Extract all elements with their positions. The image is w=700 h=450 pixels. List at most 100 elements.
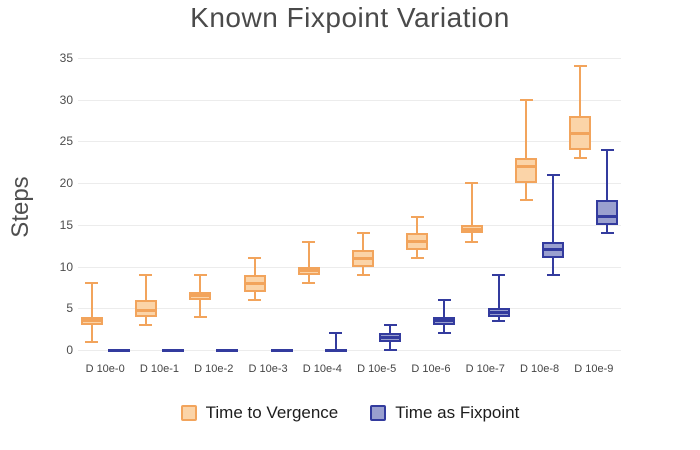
whisker-cap: [139, 323, 153, 326]
box-collapsed[interactable]: [324, 348, 347, 352]
legend-swatch-purple-icon: [370, 405, 387, 421]
median-line: [406, 240, 429, 244]
whisker-cap: [519, 198, 533, 201]
whisker-cap: [85, 340, 99, 343]
box-collapsed[interactable]: [161, 348, 184, 352]
y-tick-label: 0: [66, 343, 73, 357]
whisker-cap: [139, 273, 153, 276]
whisker-cap: [465, 240, 479, 243]
x-tick-label: D 10e-2: [194, 363, 234, 375]
gridline: [78, 308, 621, 310]
whisker-cap: [546, 273, 560, 276]
legend-swatch-orange-icon: [180, 405, 197, 421]
whisker-cap: [248, 298, 262, 301]
whisker-cap: [193, 315, 207, 318]
box-collapsed[interactable]: [216, 348, 239, 352]
whisker-cap: [573, 157, 587, 160]
whisker-cap: [302, 282, 316, 285]
y-tick-label: 10: [59, 259, 73, 274]
whisker: [334, 333, 337, 350]
whisker-cap: [356, 273, 370, 276]
whisker-cap: [383, 323, 397, 326]
whisker-cap: [248, 257, 262, 260]
median-line: [433, 319, 456, 323]
whisker: [144, 274, 147, 325]
median-line: [243, 281, 266, 285]
median-line: [460, 227, 483, 231]
median-line: [134, 308, 157, 312]
legend-label: Time as Fixpoint: [395, 403, 520, 422]
whisker-cap: [410, 215, 424, 218]
median-line: [80, 319, 103, 323]
whisker: [525, 99, 528, 200]
gridline: [78, 99, 621, 101]
legend: Time to Vergence Time as Fixpoint: [0, 403, 700, 423]
box[interactable]: [515, 158, 538, 184]
legend-item-time-to-vergence[interactable]: Time to Vergence: [180, 403, 339, 423]
box[interactable]: [134, 299, 157, 317]
whisker-cap: [410, 257, 424, 260]
whisker: [497, 274, 500, 321]
median-line: [569, 131, 592, 135]
gridline: [78, 224, 621, 226]
whisker-cap: [492, 319, 506, 322]
median-line: [515, 164, 538, 168]
median-line: [596, 215, 619, 218]
whisker: [90, 283, 93, 342]
box-collapsed[interactable]: [107, 348, 130, 352]
whisker: [606, 149, 609, 234]
x-tick-label: D 10e-7: [465, 363, 505, 375]
whisker: [579, 66, 582, 159]
whisker-cap: [193, 273, 207, 276]
y-tick-label: 30: [59, 92, 73, 107]
gridline: [78, 141, 621, 143]
median-line: [352, 256, 375, 260]
whisker-cap: [546, 173, 560, 176]
whisker-cap: [437, 332, 451, 335]
y-tick-label: 15: [59, 217, 73, 232]
whisker-cap: [519, 98, 533, 101]
gridline: [78, 183, 621, 185]
whisker-cap: [329, 332, 343, 335]
whisker-cap: [600, 232, 614, 235]
x-tick-label: D 10e-3: [248, 363, 288, 375]
whisker-cap: [302, 240, 316, 243]
median-line: [297, 269, 320, 273]
y-tick-label: 5: [66, 301, 73, 316]
whisker-cap: [85, 282, 99, 285]
y-tick-label: 35: [59, 51, 73, 65]
whisker: [307, 241, 310, 284]
legend-label: Time to Vergence: [205, 403, 339, 422]
whisker: [443, 299, 446, 334]
median-line: [487, 310, 510, 314]
whisker-cap: [600, 148, 614, 151]
x-tick-label: D 10e-9: [574, 363, 614, 375]
whisker-cap: [492, 273, 506, 276]
gridline: [78, 58, 621, 59]
box-collapsed[interactable]: [270, 348, 293, 352]
gridline: [78, 350, 621, 351]
x-tick-label: D 10e-5: [357, 363, 397, 375]
median-line: [189, 294, 212, 298]
median-line: [379, 335, 402, 339]
x-tick-label: D 10e-1: [139, 363, 179, 375]
gridline: [78, 266, 621, 268]
median-line: [542, 248, 565, 252]
whisker: [470, 183, 473, 242]
whisker: [552, 174, 555, 275]
chart-title: Known Fixpoint Variation: [190, 2, 510, 33]
whisker-cap: [383, 349, 397, 351]
whisker-cap: [573, 65, 587, 68]
whisker-cap: [437, 298, 451, 301]
whisker-cap: [356, 232, 370, 235]
whisker-cap: [465, 182, 479, 185]
x-tick-label: D 10e-4: [302, 363, 342, 375]
x-tick-label: D 10e-6: [411, 363, 451, 375]
legend-item-time-as-fixpoint[interactable]: Time as Fixpoint: [370, 403, 519, 423]
y-tick-label: 25: [59, 134, 73, 149]
y-tick-label: 20: [59, 176, 73, 191]
box[interactable]: [596, 199, 619, 225]
x-tick-label: D 10e-0: [85, 363, 125, 375]
x-tick-label: D 10e-8: [519, 363, 560, 375]
